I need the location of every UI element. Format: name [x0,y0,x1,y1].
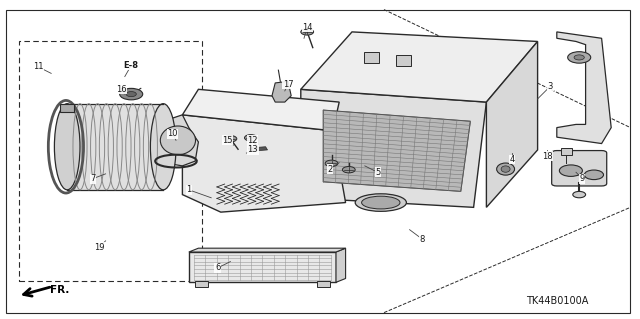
Text: 2: 2 [327,165,332,174]
Circle shape [574,55,584,60]
Text: TK44B0100A: TK44B0100A [525,296,588,307]
Bar [396,55,411,66]
Bar [195,281,208,287]
Text: 13: 13 [248,145,258,154]
Ellipse shape [497,163,515,175]
Polygon shape [248,147,268,151]
Circle shape [325,160,338,167]
Text: 17: 17 [283,80,293,89]
Circle shape [584,170,604,180]
Ellipse shape [501,166,510,172]
Circle shape [244,135,257,141]
Polygon shape [189,248,346,252]
Text: 15: 15 [222,136,232,145]
Text: 19: 19 [94,243,104,252]
Bar [60,104,74,112]
Text: 16: 16 [116,85,127,94]
Circle shape [301,29,314,35]
Ellipse shape [355,194,406,211]
Polygon shape [272,81,291,102]
Circle shape [224,136,237,142]
Text: 12: 12 [248,136,258,145]
Polygon shape [182,89,339,131]
Text: 18: 18 [542,152,552,161]
Ellipse shape [54,104,80,190]
Text: E-8: E-8 [124,61,139,70]
Circle shape [568,52,591,63]
Polygon shape [486,41,538,207]
Polygon shape [336,248,346,282]
Text: 6: 6 [215,263,220,272]
Text: 9: 9 [580,174,585,183]
Text: 3: 3 [548,82,553,91]
Text: 7: 7 [90,174,95,183]
Polygon shape [557,32,611,144]
Text: 4: 4 [509,155,515,164]
FancyBboxPatch shape [189,252,336,282]
Text: FR.: FR. [50,285,69,295]
Circle shape [126,92,136,97]
Polygon shape [333,131,351,163]
Text: 1: 1 [186,185,191,194]
Circle shape [342,167,355,173]
Ellipse shape [362,196,400,209]
Text: 11: 11 [33,63,44,71]
Ellipse shape [150,104,176,190]
Text: 10: 10 [168,130,178,138]
Bar [19,41,202,281]
FancyBboxPatch shape [552,151,607,186]
Circle shape [120,88,143,100]
Polygon shape [157,115,198,166]
Polygon shape [182,115,346,212]
Text: 8: 8 [420,235,425,244]
Polygon shape [301,89,486,207]
Polygon shape [323,110,470,191]
Polygon shape [67,104,163,190]
Bar [317,281,330,287]
Circle shape [559,165,582,176]
Text: 14: 14 [302,23,312,32]
Polygon shape [301,32,538,102]
Circle shape [573,191,586,198]
Bar [364,52,379,63]
Text: 5: 5 [375,168,380,177]
Bar [561,148,572,155]
Ellipse shape [161,126,196,155]
